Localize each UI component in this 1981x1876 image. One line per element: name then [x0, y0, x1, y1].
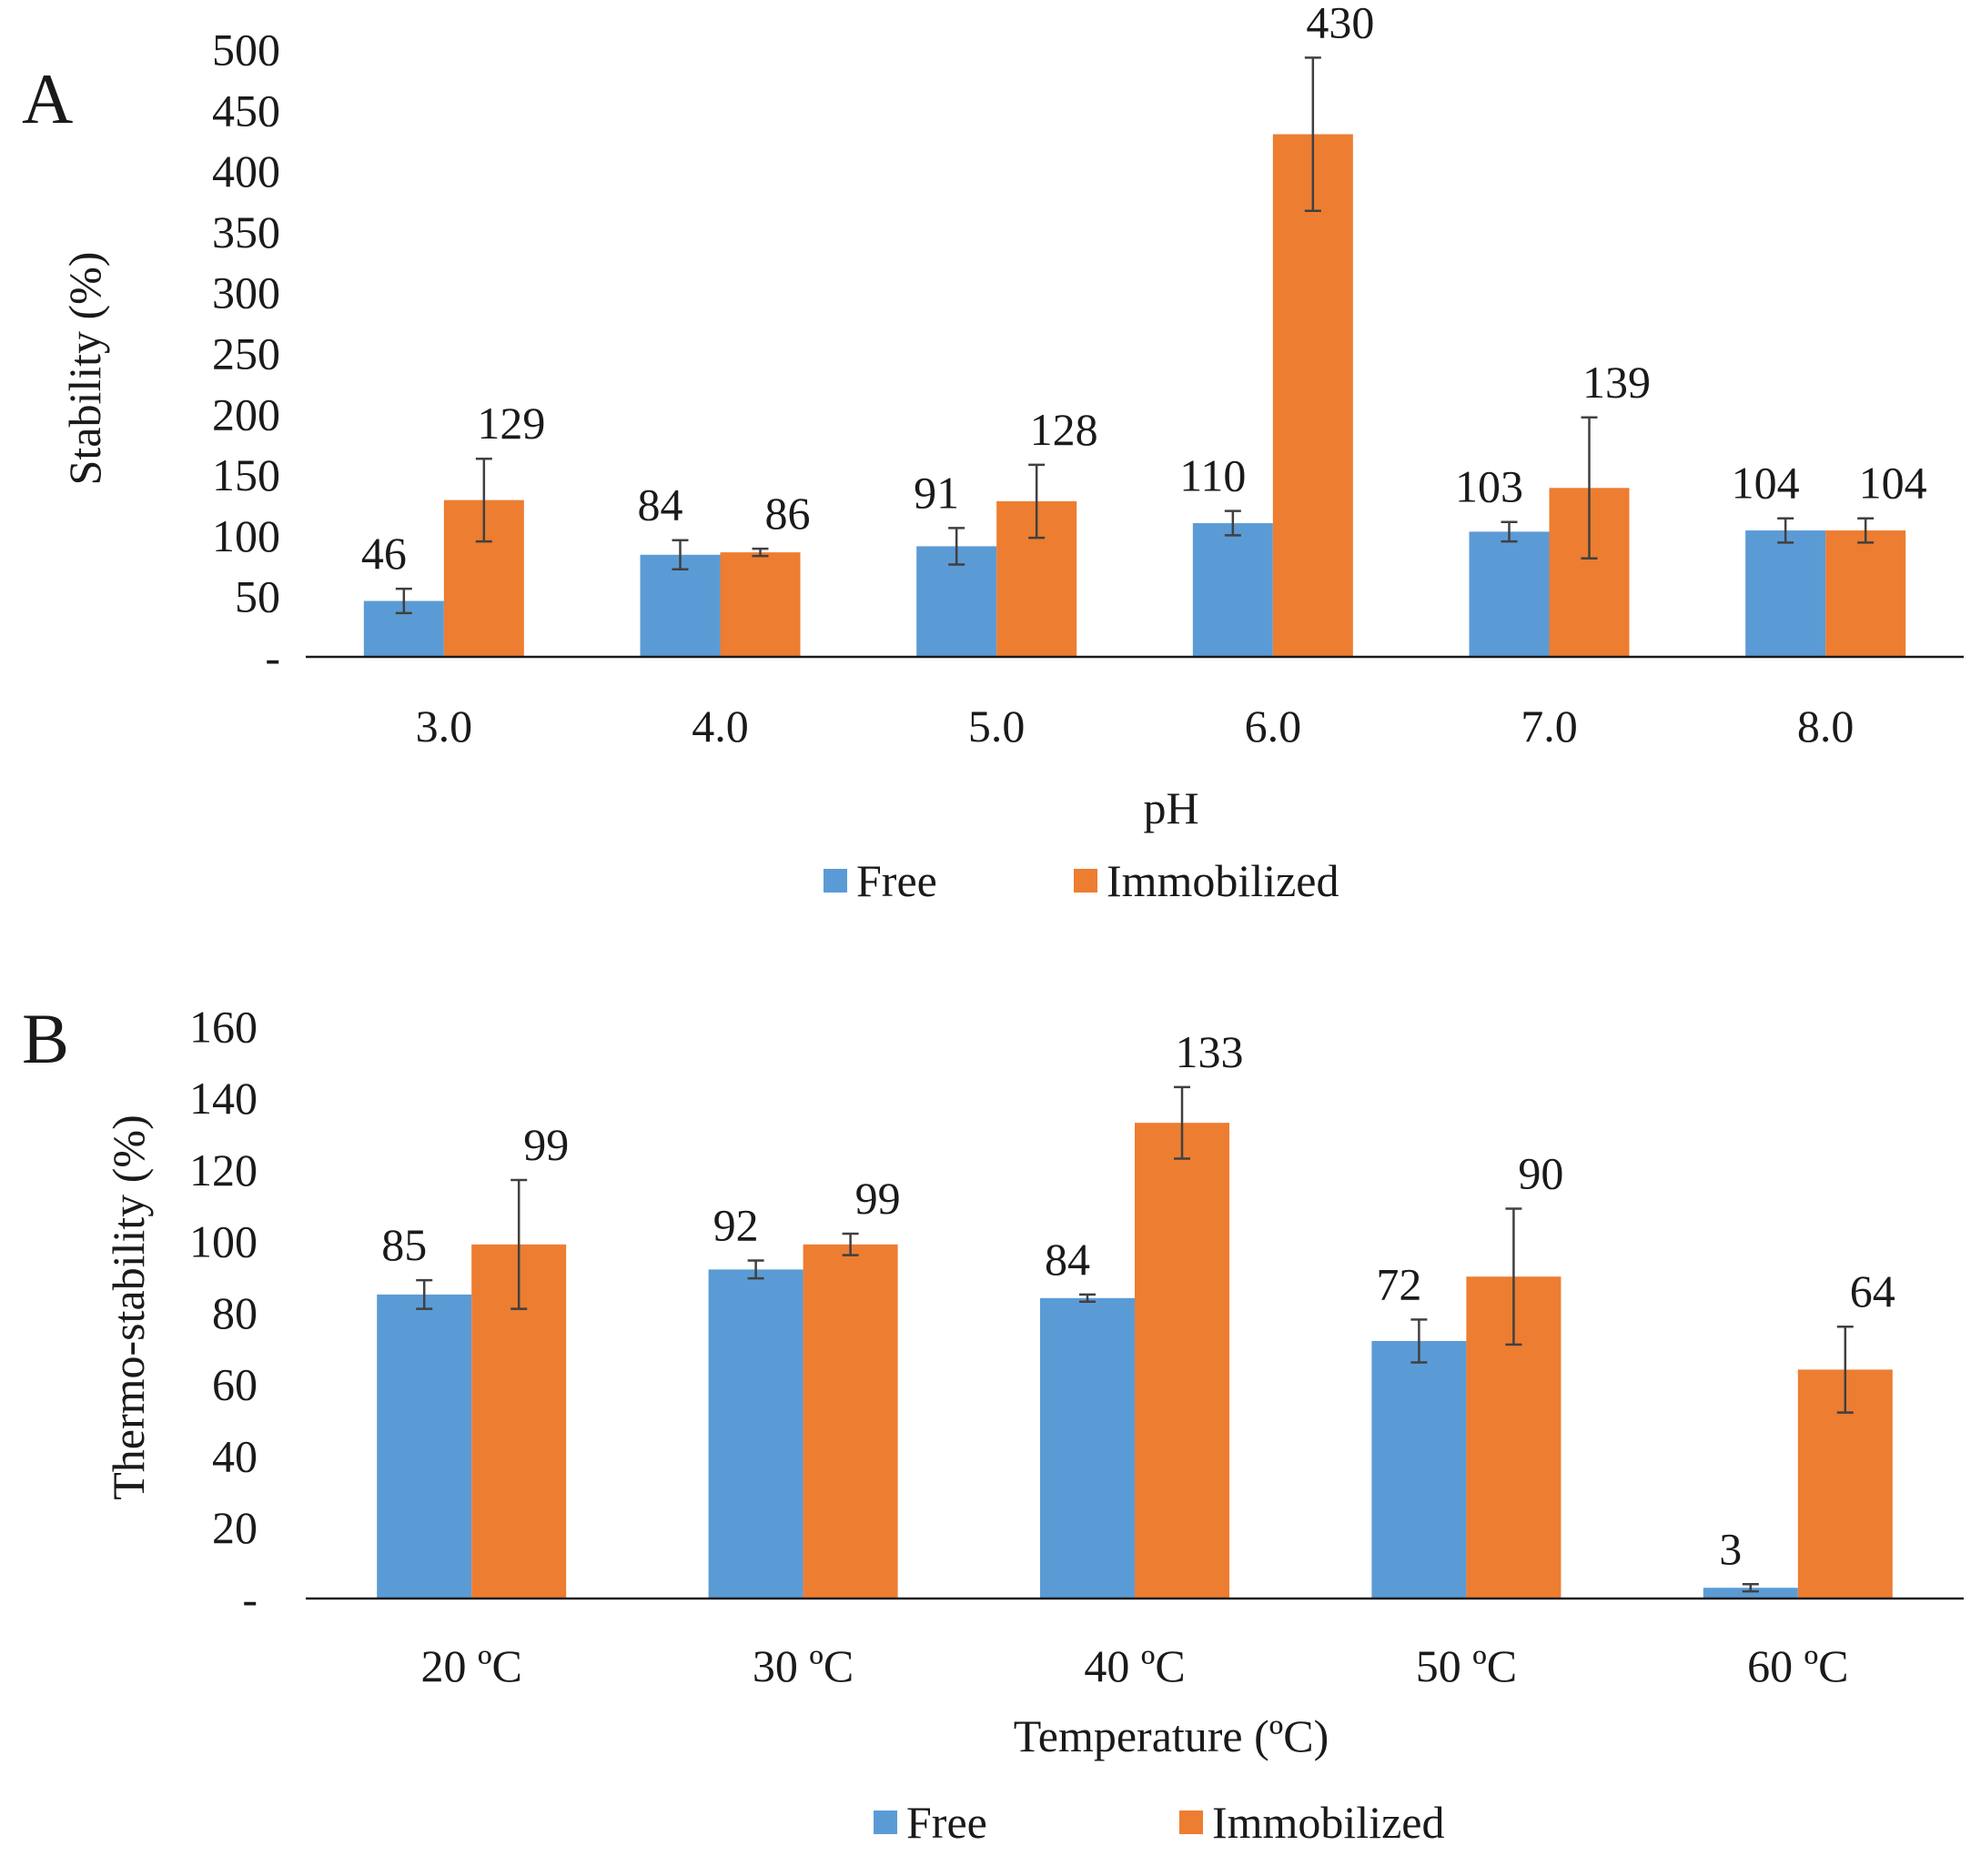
x-axis-title: Temperature (ºC): [1014, 1710, 1329, 1761]
y-tick-label: 150: [212, 449, 280, 500]
y-tick-label: -: [242, 1574, 258, 1625]
x-tick-label: 20 ºC: [421, 1640, 522, 1691]
y-tick-label: 40: [212, 1430, 258, 1481]
bar-immobilized: [720, 552, 801, 657]
y-axis-title: Stability (%): [59, 252, 110, 486]
legend-label: Free: [856, 855, 937, 906]
y-tick-label: 450: [212, 85, 280, 136]
data-label: 91: [914, 467, 959, 518]
legend-swatch-immobilized: [1179, 1810, 1203, 1834]
bar-immobilized: [803, 1244, 898, 1599]
data-label: 72: [1376, 1258, 1421, 1309]
y-tick-label: 140: [189, 1073, 258, 1124]
x-tick-label: 30 ºC: [753, 1640, 854, 1691]
x-axis-title: pH: [1143, 782, 1198, 833]
data-label: 92: [713, 1199, 759, 1250]
y-tick-label: 20: [212, 1502, 258, 1553]
data-label: 99: [523, 1119, 569, 1170]
bar-free: [1703, 1588, 1798, 1599]
x-tick-label: 5.0: [968, 701, 1026, 751]
y-tick-label: 200: [212, 388, 280, 439]
x-tick-label: 4.0: [692, 701, 749, 751]
y-tick-label: 50: [235, 571, 280, 622]
x-tick-label: 60 ºC: [1747, 1640, 1848, 1691]
x-tick-label: 7.0: [1521, 701, 1578, 751]
legend-swatch-immobilized: [1074, 869, 1097, 893]
x-tick-label: 50 ºC: [1416, 1640, 1517, 1691]
y-tick-label: 300: [212, 267, 280, 318]
data-label: 99: [855, 1173, 901, 1224]
data-label: 430: [1306, 0, 1374, 47]
data-label: 85: [381, 1219, 427, 1270]
y-tick-label: 80: [212, 1287, 258, 1338]
data-label: 103: [1455, 461, 1523, 512]
legend-swatch-free: [824, 869, 847, 893]
data-label: 86: [765, 488, 811, 539]
legend-label: Free: [906, 1797, 987, 1848]
data-label: 90: [1518, 1147, 1563, 1198]
data-label: 128: [1030, 404, 1098, 455]
bar-free: [640, 554, 721, 657]
x-tick-label: 8.0: [1797, 701, 1855, 751]
x-tick-label: 6.0: [1245, 701, 1302, 751]
chart-panel-b: B - 20 40 60 80 100 120 140 160 Thermo-stability (…: [22, 999, 1964, 1848]
bar-free: [1040, 1297, 1135, 1599]
y-tick-label: 350: [212, 207, 280, 257]
y-tick-label: -: [265, 632, 280, 683]
data-label: 46: [361, 528, 407, 579]
y-axis-title: Thermo-stability (%): [103, 1115, 154, 1500]
data-label: 129: [477, 398, 545, 449]
y-tick-label: 60: [212, 1359, 258, 1410]
bar-free: [377, 1294, 472, 1599]
panel-label: B: [22, 999, 69, 1078]
data-label: 104: [1732, 458, 1800, 509]
y-tick-label: 160: [189, 1002, 258, 1053]
bar-immobilized: [1825, 530, 1906, 657]
data-label: 3: [1719, 1523, 1742, 1574]
data-label: 84: [1045, 1234, 1090, 1285]
panel-label: A: [22, 59, 73, 138]
bar-free: [1371, 1340, 1467, 1599]
data-label: 104: [1859, 458, 1927, 509]
y-tick-label: 100: [212, 510, 280, 561]
data-label: 139: [1582, 357, 1651, 408]
bar-immobilized: [1272, 134, 1353, 657]
data-label: 84: [638, 479, 683, 530]
x-tick-label: 3.0: [416, 701, 473, 751]
bar-free: [1745, 530, 1826, 657]
y-tick-label: 100: [189, 1215, 258, 1266]
bar-immobilized: [1135, 1123, 1229, 1599]
legend-label: Immobilized: [1212, 1797, 1445, 1848]
x-tick-label: 40 ºC: [1084, 1640, 1185, 1691]
y-tick-label: 120: [189, 1145, 258, 1195]
y-tick-label: 400: [212, 146, 280, 197]
data-label: 110: [1179, 450, 1246, 501]
y-tick-label: 250: [212, 328, 280, 379]
legend-label: Immobilized: [1107, 855, 1339, 906]
legend-swatch-free: [874, 1810, 897, 1834]
bar-free: [1469, 531, 1550, 657]
data-label: 133: [1176, 1026, 1244, 1077]
bar-free: [1192, 523, 1273, 657]
bar-free: [708, 1269, 804, 1599]
data-label: 64: [1850, 1266, 1895, 1316]
chart-panel-a: A - 50 100 150 200 250 300 350 400 450 500 Stability…: [22, 0, 1964, 906]
y-tick-label: 500: [212, 25, 280, 76]
